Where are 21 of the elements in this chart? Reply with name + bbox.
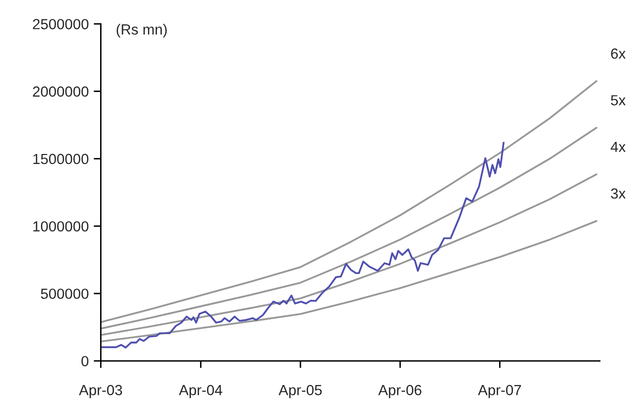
series-label: 3x	[610, 188, 626, 199]
series-label: 5x	[610, 95, 626, 106]
y-tick-label: 1500000	[33, 154, 88, 164]
line-series	[100, 173, 598, 336]
y-tick-label: 2500000	[32, 18, 88, 30]
x-tick-label: Apr-07	[478, 384, 521, 398]
series-label: 6x	[611, 48, 626, 59]
x-tick-label: Apr-03	[78, 384, 122, 398]
x-tick-label: Apr-05	[278, 384, 322, 398]
y-tick-label: 2000000	[32, 86, 88, 97]
y-tick-label: 500000	[40, 288, 88, 299]
y-tick-label: 1000000	[33, 221, 88, 232]
series-label: 4x	[610, 142, 626, 152]
y-tick-label: 0	[81, 356, 88, 366]
x-tick-label: Apr-04	[178, 384, 222, 398]
x-tick-label: Apr-06	[378, 384, 422, 398]
line-series	[100, 220, 598, 342]
line-series	[100, 80, 598, 323]
y-axis-title: (Rs mn)	[116, 24, 167, 38]
line-series	[100, 142, 505, 348]
line-series	[100, 126, 598, 330]
